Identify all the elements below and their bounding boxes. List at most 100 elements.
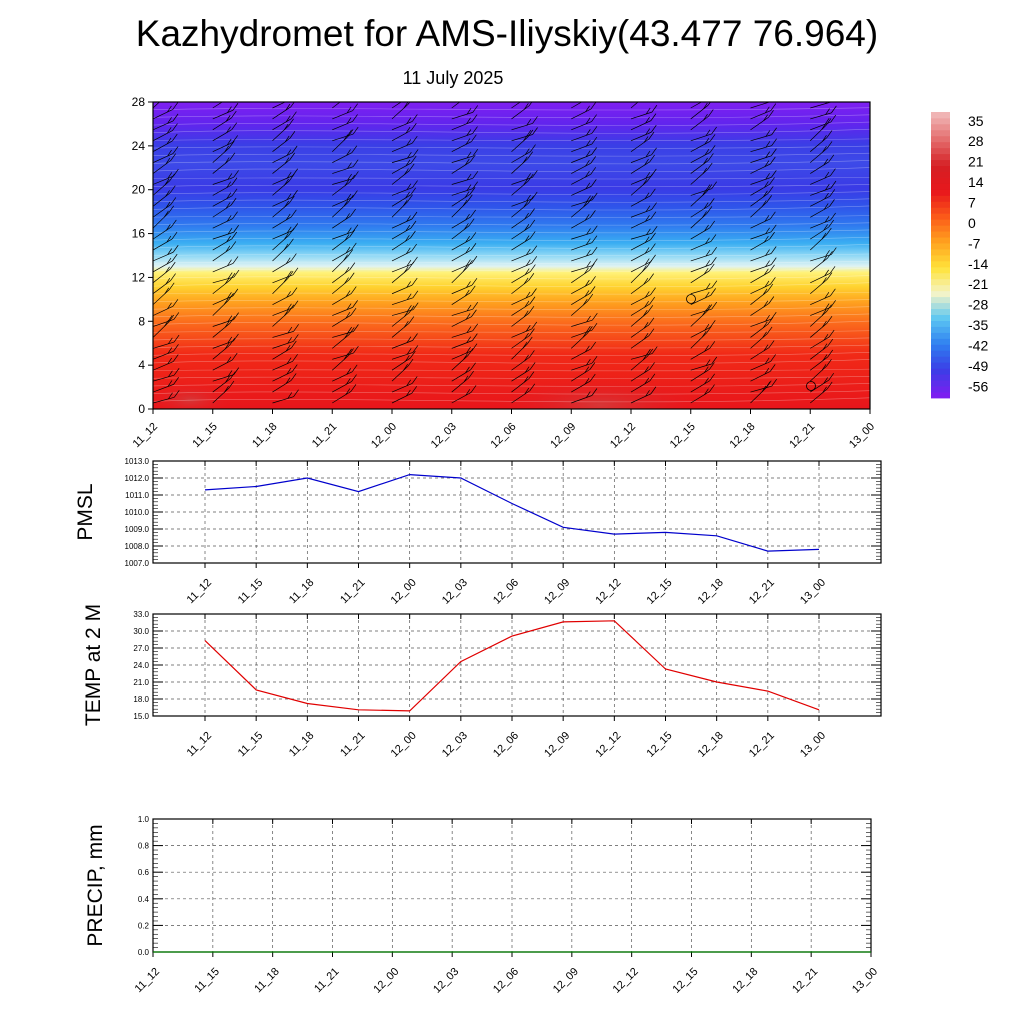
- wind-barb: [272, 277, 289, 294]
- wind-barb: [391, 309, 414, 316]
- wind-barb-flag: [351, 242, 357, 251]
- wind-barb: [332, 136, 349, 152]
- wind-barb: [690, 140, 711, 153]
- wind-barb-flag: [643, 92, 647, 98]
- wind-barb: [212, 248, 232, 262]
- wind-barb-flag: [290, 373, 297, 381]
- wind-barb-flag: [704, 137, 710, 145]
- wind-barb-flag: [823, 203, 829, 210]
- wind-barb: [630, 303, 650, 316]
- wind-barb: [810, 366, 827, 382]
- wind-barb-flag: [828, 329, 835, 338]
- wind-barb-flag: [170, 153, 177, 161]
- wind-barb-flag: [467, 194, 473, 202]
- wind-barb: [212, 109, 234, 120]
- wind-barb-flag: [644, 158, 649, 166]
- wind-barb-flag: [888, 340, 893, 347]
- wind-barb: [571, 163, 591, 174]
- wind-barb-flag: [349, 262, 356, 270]
- wind-barb: [750, 323, 769, 338]
- wind-barb-flag: [231, 352, 238, 361]
- wind-barb: [690, 133, 712, 142]
- wind-barb-flag: [651, 104, 658, 113]
- wind-barb-flag: [285, 213, 291, 221]
- wind-barb-flag: [405, 355, 410, 362]
- wind-barb: [750, 163, 771, 174]
- wind-barb: [869, 260, 870, 261]
- wind-barb-flag: [702, 211, 707, 218]
- wind-barb-flag: [286, 357, 292, 364]
- wind-barb: [750, 253, 772, 262]
- wind-barb-flag: [289, 152, 296, 161]
- wind-barb-flag: [703, 113, 708, 121]
- wind-barb-flag: [649, 296, 656, 305]
- wind-barb: [272, 274, 294, 284]
- wind-barb-flag: [410, 230, 416, 239]
- wind-barb: [272, 260, 292, 273]
- wind-barb-flag: [770, 211, 776, 219]
- wind-barb-flag: [466, 151, 472, 159]
- wind-barb: [630, 261, 651, 273]
- wind-barb-flag: [585, 105, 590, 112]
- wind-barb-flag: [411, 135, 418, 144]
- wind-barb-flag: [233, 312, 239, 320]
- wind-barb-flag: [645, 172, 651, 179]
- wind-barb-flag: [471, 134, 477, 142]
- wind-barb-flag: [164, 178, 170, 186]
- wind-barb: [332, 381, 352, 393]
- colorbar-label: -49: [968, 358, 988, 374]
- wind-barb-flag: [226, 235, 231, 243]
- x-tick-label: 13_00: [850, 966, 880, 996]
- wind-barb: [451, 350, 473, 360]
- wind-barb: [391, 312, 410, 327]
- wind-barb-flag: [344, 267, 350, 274]
- wind-barb-flag: [412, 114, 418, 122]
- wind-barb-flag: [472, 301, 479, 310]
- y-tick-label: 0.2: [138, 921, 150, 930]
- heatmap-y-tick-label: 8: [138, 314, 145, 328]
- wind-barb-flag: [286, 367, 292, 375]
- wind-barb-flag: [466, 184, 472, 191]
- wind-barb-flag: [531, 321, 538, 330]
- wind-barb: [750, 387, 767, 404]
- wind-barb-flag: [172, 146, 179, 154]
- x-tick-label: 12_12: [611, 966, 641, 996]
- wind-barb-flag: [404, 321, 409, 328]
- wind-barb-flag: [771, 94, 776, 101]
- wind-barb: [451, 161, 471, 174]
- wind-barb-flag: [643, 136, 649, 143]
- wind-barb-flag: [643, 332, 649, 340]
- colorbar-label: 14: [968, 174, 984, 190]
- wind-barb: [153, 175, 174, 185]
- wind-barb-flag: [888, 318, 893, 325]
- wind-barb-flag: [591, 126, 598, 134]
- wind-barb: [272, 230, 293, 240]
- wind-barb-flag: [532, 116, 538, 124]
- wind-barb-flag: [172, 113, 179, 122]
- wind-barb-flag: [289, 195, 295, 204]
- wind-barb-flag: [529, 296, 536, 304]
- wind-barb: [391, 383, 413, 393]
- wind-barb-flag: [702, 167, 708, 175]
- wind-barb: [571, 253, 593, 262]
- panel-frame: [152, 460, 882, 564]
- wind-barb-flag: [704, 148, 710, 156]
- wind-barb: [391, 170, 410, 185]
- wind-barb: [511, 335, 530, 349]
- wind-barb: [272, 311, 290, 327]
- wind-barb: [391, 201, 408, 218]
- wind-barb-flag: [822, 255, 828, 263]
- wind-barb: [511, 390, 530, 404]
- wind-barb: [810, 125, 827, 142]
- wind-barb-flag: [822, 277, 827, 284]
- x-tick-label: 12_18: [730, 966, 760, 996]
- wind-barb-flag: [403, 266, 409, 273]
- wind-barb: [571, 380, 591, 393]
- heatmap-contour: [153, 337, 870, 341]
- wind-barb-flag: [707, 102, 711, 106]
- wind-barb-flag: [529, 208, 535, 216]
- x-tick-label: 11_15: [236, 730, 266, 760]
- wind-barb-flag: [167, 347, 173, 354]
- wind-barb-flag: [228, 380, 235, 389]
- heatmap-contour: [153, 306, 870, 310]
